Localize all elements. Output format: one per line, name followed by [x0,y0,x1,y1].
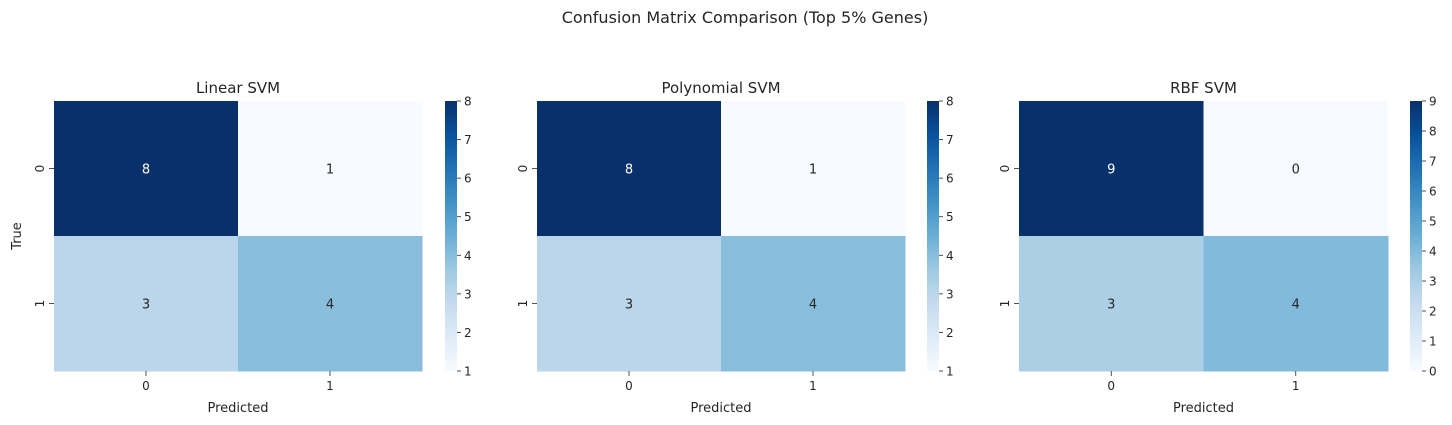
heatmap-cell [1019,101,1204,237]
heatmap-panel: RBF SVM 9 0 3 4 0 1 0 1 Predicted 0 1 2 3 4 5 6 7 8 9 [998,79,1437,416]
colorbar-tick-label: 0 [1429,365,1437,379]
x-tick-label: 0 [142,379,150,393]
colorbar-tick-label: 9 [1429,95,1437,109]
x-axis-label: Predicted [1173,401,1234,416]
heatmap-cell [1019,236,1204,372]
colorbar [1410,101,1422,371]
colorbar-tick-label: 7 [946,133,954,147]
colorbar-tick-label: 6 [1429,185,1437,199]
heatmap-cell [1203,101,1389,237]
colorbar-tick-label: 1 [946,365,954,379]
colorbar-tick-label: 5 [1429,215,1437,229]
colorbar-tick-label: 7 [464,133,472,147]
heatmap-cell [54,101,239,237]
heatmap-cell [54,236,239,372]
panel-title: RBF SVM [1170,79,1237,97]
heatmap-cell [721,236,906,372]
suptitle: Confusion Matrix Comparison (Top 5% Gene… [562,8,929,27]
colorbar-tick-label: 8 [1429,125,1437,139]
x-axis-label: Predicted [207,401,268,416]
cell-value-label: 3 [1107,298,1115,313]
x-tick-label: 0 [625,379,633,393]
cell-value-label: 1 [809,163,817,178]
cell-value-label: 4 [1292,298,1300,313]
y-tick-label: 0 [998,165,1012,173]
heatmap-panel: Linear SVM 8 1 3 4 0 1 0 1 Predicted True 1 2 3 4 5 6 7 8 [10,79,472,416]
colorbar-tick-label: 1 [1429,335,1437,349]
colorbar-tick-label: 3 [1429,275,1437,289]
y-tick-label: 1 [516,300,530,308]
cell-value-label: 0 [1292,163,1300,178]
y-tick-label: 0 [33,165,47,173]
colorbar-tick-label: 8 [464,95,472,109]
colorbar [927,101,939,371]
colorbar-tick-label: 7 [1429,155,1437,169]
x-tick-label: 1 [326,379,334,393]
cell-value-label: 3 [142,298,150,313]
colorbar-tick-label: 2 [464,326,472,340]
cell-value-label: 9 [1107,163,1115,178]
heatmap-cell [1203,236,1389,372]
x-tick-label: 1 [809,379,817,393]
colorbar [445,101,457,371]
colorbar-tick-label: 8 [946,95,954,109]
colorbar-tick-label: 2 [1429,305,1437,319]
heatmap-cell [537,101,722,237]
colorbar-tick-label: 2 [946,326,954,340]
cell-value-label: 8 [142,163,150,178]
cell-value-label: 4 [326,298,334,313]
heatmap-cell [238,236,423,372]
colorbar-tick-label: 4 [1429,245,1437,259]
y-axis-label: True [10,222,25,251]
colorbar-tick-label: 6 [946,172,954,186]
colorbar-tick-label: 3 [464,287,472,301]
y-tick-label: 1 [998,300,1012,308]
cell-value-label: 4 [809,298,817,313]
y-tick-label: 0 [516,165,530,173]
cell-value-label: 8 [625,163,633,178]
colorbar-tick-label: 3 [946,287,954,301]
heatmap-panel: Polynomial SVM 8 1 3 4 0 1 0 1 Predicted 1 2 3 4 5 6 7 8 [516,79,954,416]
colorbar-tick-label: 1 [464,365,472,379]
colorbar-tick-label: 5 [946,210,954,224]
colorbar-tick-label: 4 [464,249,472,263]
heatmap-cell [238,101,423,237]
cell-value-label: 1 [326,163,334,178]
x-axis-label: Predicted [690,401,751,416]
colorbar-tick-label: 5 [464,210,472,224]
heatmap-cell [721,101,906,237]
colorbar-tick-label: 6 [464,172,472,186]
x-tick-label: 0 [1107,379,1115,393]
heatmap-cell [537,236,722,372]
panel-title: Polynomial SVM [661,79,780,97]
panel-title: Linear SVM [196,79,280,97]
y-tick-label: 1 [33,300,47,308]
cell-value-label: 3 [625,298,633,313]
x-tick-label: 1 [1292,379,1300,393]
colorbar-tick-label: 4 [946,249,954,263]
